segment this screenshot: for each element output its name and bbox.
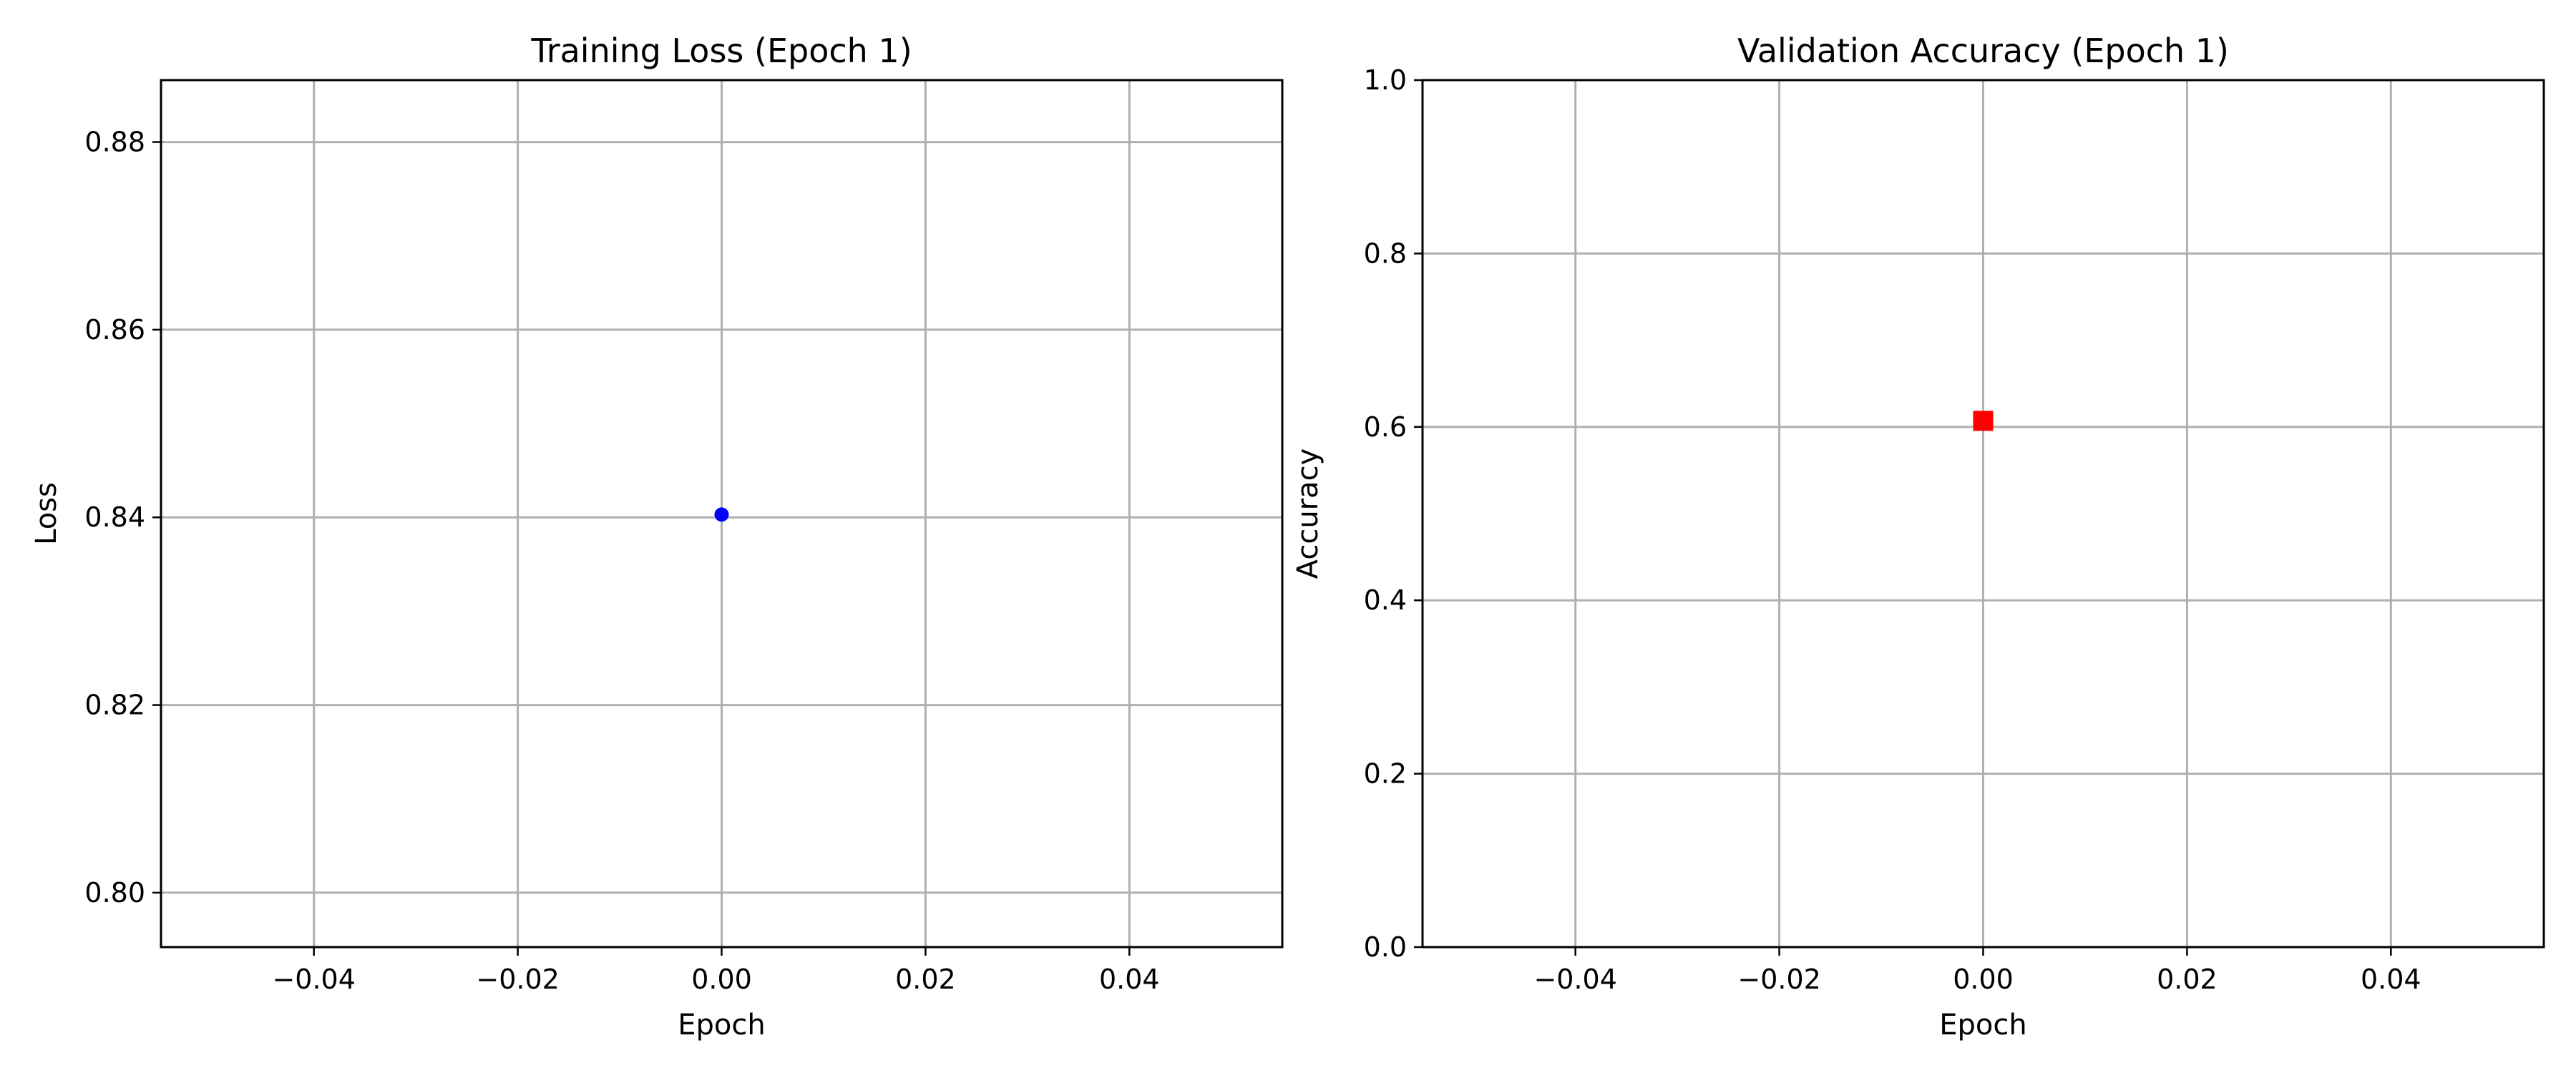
loss-data-point <box>714 507 729 522</box>
accuracy-x-tick-label: 0.04 <box>2361 964 2421 995</box>
accuracy-y-tick-label: 1.0 <box>1364 64 1407 96</box>
loss-x-tick-label: −0.02 <box>476 964 559 995</box>
accuracy-x-tick-label: −0.02 <box>1737 964 1820 995</box>
accuracy-y-tick-label: 0.4 <box>1364 584 1407 616</box>
accuracy-y-tick-label: 0.6 <box>1364 411 1407 443</box>
loss-x-tick-label: 0.00 <box>691 964 752 995</box>
loss-y-tick-label: 0.82 <box>84 690 145 721</box>
loss-y-tick-label: 0.84 <box>84 501 145 533</box>
loss-y-tick-label: 0.88 <box>84 127 145 158</box>
accuracy-chart-title: Validation Accuracy (Epoch 1) <box>1737 31 2229 70</box>
loss-x-tick-label: 0.02 <box>895 964 956 995</box>
loss-y-tick-label: 0.80 <box>84 877 145 908</box>
accuracy-x-tick-label: 0.02 <box>2157 964 2218 995</box>
accuracy-x-axis-label: Epoch <box>1939 1009 2026 1042</box>
accuracy-data-point <box>1973 411 1994 431</box>
loss-x-tick-label: −0.04 <box>272 964 355 995</box>
loss-x-tick-label: 0.04 <box>1099 964 1160 995</box>
loss-y-tick-label: 0.86 <box>84 314 145 346</box>
loss-y-axis-label: Loss <box>30 482 63 545</box>
accuracy-y-tick-label: 0.8 <box>1364 237 1407 269</box>
loss-chart-title: Training Loss (Epoch 1) <box>530 31 912 70</box>
loss-x-axis-label: Epoch <box>678 1009 765 1042</box>
validation-accuracy-panel: −0.04 −0.02 0.00 0.02 0.04 0.0 0.2 0.4 0.6 0.8 1.0… <box>1292 31 2545 1042</box>
accuracy-y-axis-label: Accuracy <box>1292 449 1324 579</box>
accuracy-y-tick-label: 0.2 <box>1364 758 1407 790</box>
accuracy-x-tick-label: −0.04 <box>1533 964 1616 995</box>
accuracy-x-tick-label: 0.00 <box>1953 964 2014 995</box>
accuracy-y-tick-label: 0.0 <box>1364 931 1407 963</box>
training-loss-panel: −0.04 −0.02 0.00 0.02 0.04 0.80 0.82 0.84 0.86 0.… <box>30 31 1284 1042</box>
